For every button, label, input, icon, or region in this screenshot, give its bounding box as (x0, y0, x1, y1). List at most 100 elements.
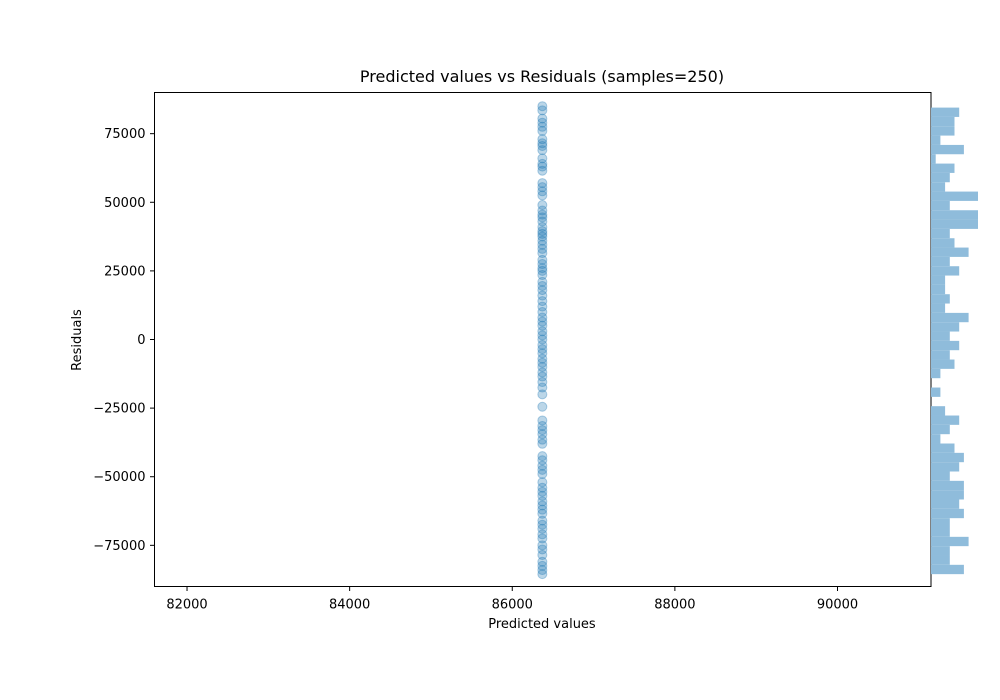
chart-title: Predicted values vs Residuals (samples=2… (360, 67, 724, 86)
histogram-bar (931, 508, 964, 519)
data-point (537, 285, 548, 296)
data-point (537, 316, 548, 327)
x-axis-label: Predicted values (488, 617, 596, 632)
histogram-bar (931, 228, 950, 239)
data-point (537, 254, 548, 265)
x-tick-label: 82000 (166, 598, 207, 613)
data-point (537, 519, 548, 530)
histogram-bar (931, 200, 950, 211)
data-point (537, 569, 548, 580)
data-point (537, 451, 548, 462)
data-point (537, 138, 548, 149)
histogram-bar (931, 406, 946, 416)
x-tick-label: 88000 (654, 598, 695, 613)
data-point (537, 221, 548, 232)
histogram-bar (931, 303, 946, 313)
residual-histogram (931, 107, 978, 575)
data-point (537, 540, 548, 551)
histogram-bar (931, 555, 950, 565)
data-point (537, 182, 548, 193)
data-point (537, 468, 548, 479)
histogram-bar (931, 191, 978, 201)
histogram-bar (931, 126, 955, 136)
data-point (537, 401, 548, 412)
data-point (537, 533, 548, 544)
data-point (537, 228, 548, 239)
data-point (537, 280, 548, 291)
histogram-bar (931, 480, 964, 491)
data-point (537, 353, 548, 364)
data-point (537, 515, 548, 526)
data-point (537, 276, 548, 287)
histogram-bar (931, 471, 950, 481)
data-point (537, 348, 548, 359)
histogram-bar (931, 154, 936, 164)
histogram-bar (931, 462, 960, 472)
data-point (537, 523, 548, 534)
histogram-bar (931, 172, 950, 183)
data-point (537, 477, 548, 488)
data-point (537, 334, 548, 345)
data-point (537, 425, 548, 436)
histogram-bar (931, 424, 950, 435)
data-point (537, 434, 548, 445)
data-point (537, 357, 548, 368)
data-point (537, 455, 548, 466)
histogram-bar (931, 546, 950, 556)
y-tick-label: 50000 (104, 196, 145, 211)
data-point (537, 186, 548, 197)
data-point (537, 243, 548, 254)
data-point (537, 113, 548, 124)
data-point (537, 549, 548, 560)
histogram-bar (931, 499, 960, 509)
histogram-bar (931, 116, 955, 127)
data-point (537, 486, 548, 497)
data-point (537, 301, 548, 312)
histogram-bar (931, 144, 964, 155)
data-point (537, 326, 548, 337)
data-point (537, 508, 548, 519)
histogram-bar (931, 564, 964, 575)
x-tick-label: 90000 (817, 598, 858, 613)
histogram-bar (931, 256, 950, 267)
data-point (537, 270, 548, 281)
histogram-bar (931, 368, 941, 379)
data-point (537, 307, 548, 318)
data-point (537, 420, 548, 431)
data-point (537, 153, 548, 164)
data-point (537, 263, 548, 274)
data-point (537, 190, 548, 201)
histogram-bar (931, 387, 941, 397)
data-point (537, 296, 548, 307)
data-point (537, 382, 548, 393)
histogram-bar (931, 135, 941, 145)
data-point (537, 371, 548, 382)
y-tick-label: −25000 (93, 402, 145, 417)
data-point (537, 496, 548, 507)
histogram-bar (931, 266, 960, 276)
y-tick-label: −75000 (93, 539, 145, 554)
histogram-bar (931, 182, 946, 192)
data-point (537, 209, 548, 220)
plot-area (537, 101, 548, 580)
histogram-bar (931, 247, 969, 257)
histogram-bar (931, 434, 941, 444)
data-point (537, 429, 548, 440)
data-point (537, 460, 548, 471)
data-point (537, 339, 548, 350)
data-point (537, 117, 548, 128)
x-tick-label: 84000 (329, 598, 370, 613)
data-point (537, 212, 548, 223)
data-point (537, 248, 548, 259)
data-point (537, 200, 548, 211)
data-point (537, 259, 548, 270)
data-point (537, 231, 548, 242)
data-point (537, 312, 548, 323)
data-point (537, 367, 548, 378)
data-point (537, 377, 548, 388)
data-point (537, 239, 548, 250)
y-tick-label: 0 (137, 333, 145, 348)
data-point (537, 105, 548, 116)
data-point (537, 482, 548, 493)
